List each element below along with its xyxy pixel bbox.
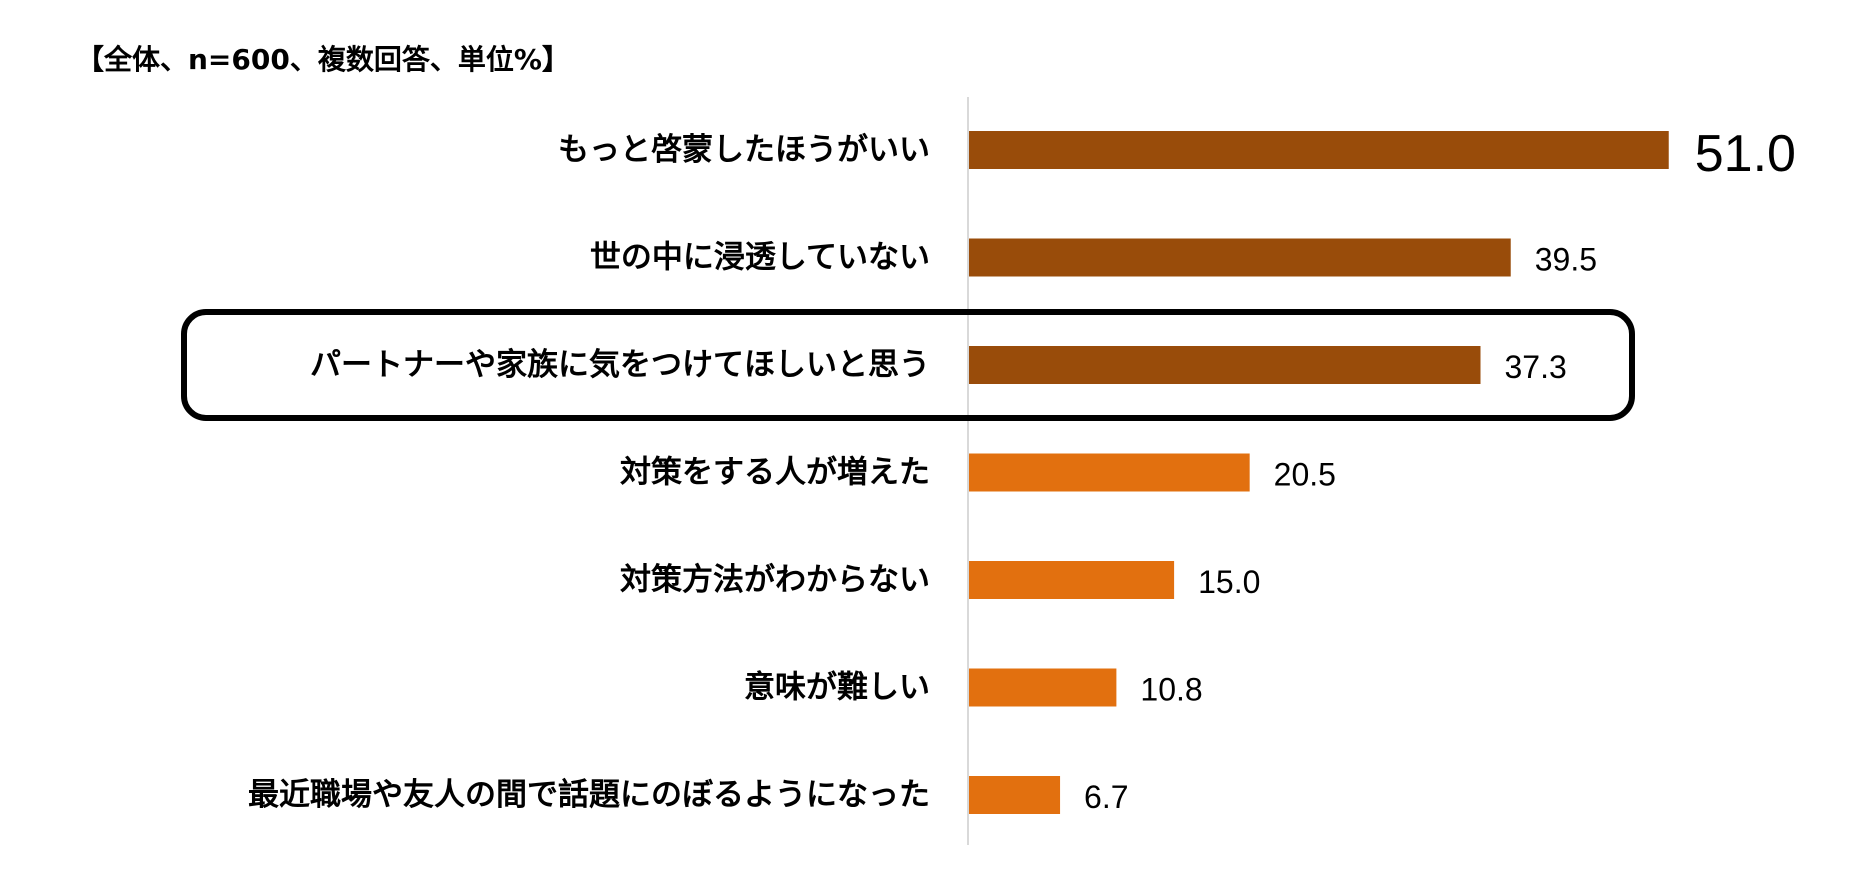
value-label: 37.3: [1505, 349, 1567, 385]
category-label: もっと啓蒙したほうがいい: [558, 132, 930, 168]
bar: [968, 238, 1511, 277]
chart-title: 【全体、n=600、複数回答、単位%】: [76, 43, 570, 76]
value-label: 6.7: [1084, 779, 1128, 815]
category-label: 対策方法がわからない: [620, 562, 930, 598]
value-label: 51.0: [1695, 125, 1796, 183]
category-label: パートナーや家族に気をつけてほしいと思う: [310, 347, 930, 383]
category-label: 世の中に浸透していない: [590, 240, 930, 276]
value-label: 15.0: [1198, 564, 1260, 600]
value-label: 39.5: [1535, 242, 1597, 278]
category-label: 意味が難しい: [744, 670, 930, 706]
category-label: 最近職場や友人の間で話題にのぼるようになった: [248, 777, 930, 813]
bar: [968, 453, 1250, 492]
category-label: 対策をする人が増えた: [620, 455, 930, 491]
bar: [968, 561, 1175, 599]
bar: [968, 668, 1117, 707]
value-label: 20.5: [1274, 457, 1336, 493]
value-label: 10.8: [1140, 672, 1202, 708]
highlight-box: [181, 309, 1635, 421]
bar: [968, 346, 1481, 384]
bar: [968, 131, 1669, 169]
bar: [968, 776, 1061, 814]
